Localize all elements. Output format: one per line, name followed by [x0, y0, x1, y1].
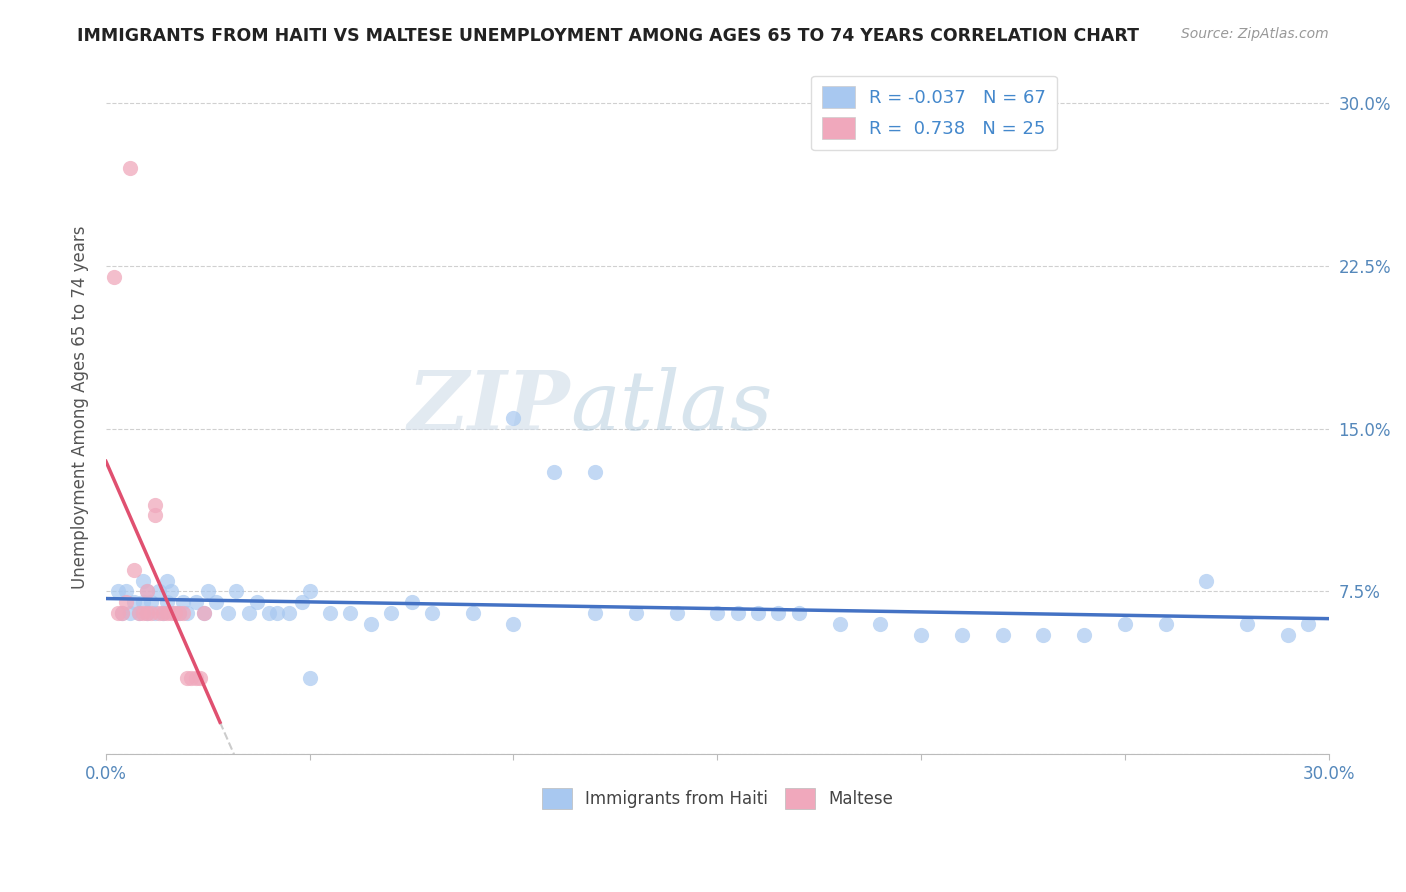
Point — [124, 595, 146, 609]
Point — [1073, 628, 1095, 642]
Point — [115, 595, 138, 609]
Point — [266, 606, 288, 620]
Point — [502, 410, 524, 425]
Text: Source: ZipAtlas.com: Source: ZipAtlas.com — [1181, 27, 1329, 41]
Point — [1296, 617, 1319, 632]
Point — [107, 584, 129, 599]
Point — [193, 606, 215, 620]
Point — [727, 606, 749, 620]
Point — [747, 606, 769, 620]
Point — [217, 606, 239, 620]
Text: atlas: atlas — [571, 367, 773, 447]
Point — [143, 606, 166, 620]
Legend: Immigrants from Haiti, Maltese: Immigrants from Haiti, Maltese — [536, 781, 900, 815]
Point — [768, 606, 790, 620]
Point — [1236, 617, 1258, 632]
Point — [160, 584, 183, 599]
Point — [238, 606, 260, 620]
Point — [135, 606, 157, 620]
Point — [225, 584, 247, 599]
Point — [360, 617, 382, 632]
Point — [111, 606, 134, 620]
Y-axis label: Unemployment Among Ages 65 to 74 years: Unemployment Among Ages 65 to 74 years — [72, 225, 89, 589]
Point — [180, 671, 202, 685]
Point — [401, 595, 423, 609]
Point — [706, 606, 728, 620]
Point — [1114, 617, 1136, 632]
Point — [380, 606, 402, 620]
Point — [148, 584, 170, 599]
Point — [787, 606, 810, 620]
Point — [135, 606, 157, 620]
Point — [583, 606, 606, 620]
Point — [131, 595, 153, 609]
Point — [298, 584, 321, 599]
Point — [420, 606, 443, 620]
Text: IMMIGRANTS FROM HAITI VS MALTESE UNEMPLOYMENT AMONG AGES 65 TO 74 YEARS CORRELAT: IMMIGRANTS FROM HAITI VS MALTESE UNEMPLO… — [77, 27, 1139, 45]
Point — [176, 606, 198, 620]
Point — [139, 595, 162, 609]
Point — [298, 671, 321, 685]
Point — [176, 671, 198, 685]
Point — [193, 606, 215, 620]
Point — [583, 465, 606, 479]
Point — [128, 606, 150, 620]
Text: ZIP: ZIP — [408, 367, 571, 447]
Point — [103, 269, 125, 284]
Point — [502, 617, 524, 632]
Point — [184, 595, 207, 609]
Point — [172, 595, 194, 609]
Point — [156, 606, 179, 620]
Point — [111, 606, 134, 620]
Point — [169, 606, 191, 620]
Point — [184, 671, 207, 685]
Point — [257, 606, 280, 620]
Point — [135, 584, 157, 599]
Point — [148, 606, 170, 620]
Point — [131, 606, 153, 620]
Point — [319, 606, 342, 620]
Point — [139, 606, 162, 620]
Point — [278, 606, 301, 620]
Point — [128, 606, 150, 620]
Point — [869, 617, 891, 632]
Point — [124, 563, 146, 577]
Point — [461, 606, 484, 620]
Point — [665, 606, 688, 620]
Point — [543, 465, 565, 479]
Point — [172, 606, 194, 620]
Point — [1195, 574, 1218, 588]
Point — [120, 161, 142, 175]
Point — [339, 606, 361, 620]
Point — [624, 606, 647, 620]
Point — [1277, 628, 1299, 642]
Point — [188, 671, 211, 685]
Point — [165, 606, 187, 620]
Point — [120, 606, 142, 620]
Point — [1154, 617, 1177, 632]
Point — [131, 574, 153, 588]
Point — [115, 584, 138, 599]
Point — [290, 595, 312, 609]
Point — [156, 574, 179, 588]
Point — [1032, 628, 1054, 642]
Point — [950, 628, 973, 642]
Point — [828, 617, 851, 632]
Point — [143, 498, 166, 512]
Point — [910, 628, 932, 642]
Point — [160, 606, 183, 620]
Point — [991, 628, 1014, 642]
Point — [156, 595, 179, 609]
Point — [143, 508, 166, 523]
Point — [135, 584, 157, 599]
Point — [246, 595, 269, 609]
Point — [169, 606, 191, 620]
Point — [152, 606, 174, 620]
Point — [152, 606, 174, 620]
Point — [205, 595, 228, 609]
Point — [107, 606, 129, 620]
Point — [197, 584, 219, 599]
Point — [165, 606, 187, 620]
